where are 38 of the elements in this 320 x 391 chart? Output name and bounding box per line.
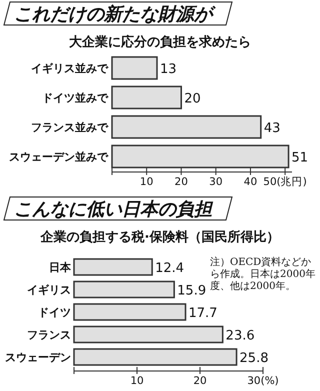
data-label: 20	[184, 92, 201, 106]
x-tick-label: 30	[209, 176, 223, 188]
data-label: 12.4	[155, 261, 184, 276]
data-label: 25.8	[240, 351, 268, 366]
x-tick-label: 30(%)	[247, 375, 279, 387]
data-label: 43	[264, 121, 280, 136]
chart-title: これだけの新たな財源が	[14, 4, 216, 25]
chart-subtitle: 大企業に応分の負担を求めたら	[69, 34, 251, 50]
data-label: 17.7	[188, 306, 218, 321]
x-tick-label: 20	[193, 375, 207, 387]
data-label: 13	[160, 62, 177, 77]
bar	[73, 326, 224, 344]
x-tick-label: 10	[130, 375, 144, 387]
chart-title: こんなに低い日本の負担	[14, 199, 214, 220]
bar	[73, 258, 153, 276]
x-tick-label: 20	[174, 176, 188, 188]
x-tick-label: 10	[140, 176, 154, 188]
bar	[73, 303, 186, 321]
chart-subtitle: 企業の負担する税·保険料（国民所得比）	[40, 229, 280, 245]
data-label: 15.9	[177, 284, 206, 298]
y-tick-label: ドイツ並みで	[42, 92, 109, 104]
data-label: 23.6	[226, 328, 255, 344]
data-label: 51	[292, 150, 308, 166]
y-tick-label: イギリス並みで	[31, 62, 109, 75]
y-tick-label: イギリス	[27, 284, 71, 296]
bar	[111, 86, 182, 110]
bar	[73, 280, 175, 298]
y-tick-label: 日本	[49, 261, 72, 274]
x-tick-label: 40	[244, 176, 258, 188]
annotation: 注）OECD資料などから作成。日本は2000年度、他は2000年。	[210, 257, 316, 293]
y-tick-label: フランス並みで	[31, 121, 109, 134]
y-tick-label: フランス	[27, 328, 71, 342]
x-tick-label: 50(兆円)	[263, 175, 307, 188]
y-tick-label: スウェーデン	[5, 351, 71, 364]
y-tick-label: ドイツ	[38, 306, 71, 319]
y-tick-label: スウェーデン並みで	[9, 150, 109, 164]
bar	[111, 56, 158, 80]
bar	[111, 115, 262, 139]
